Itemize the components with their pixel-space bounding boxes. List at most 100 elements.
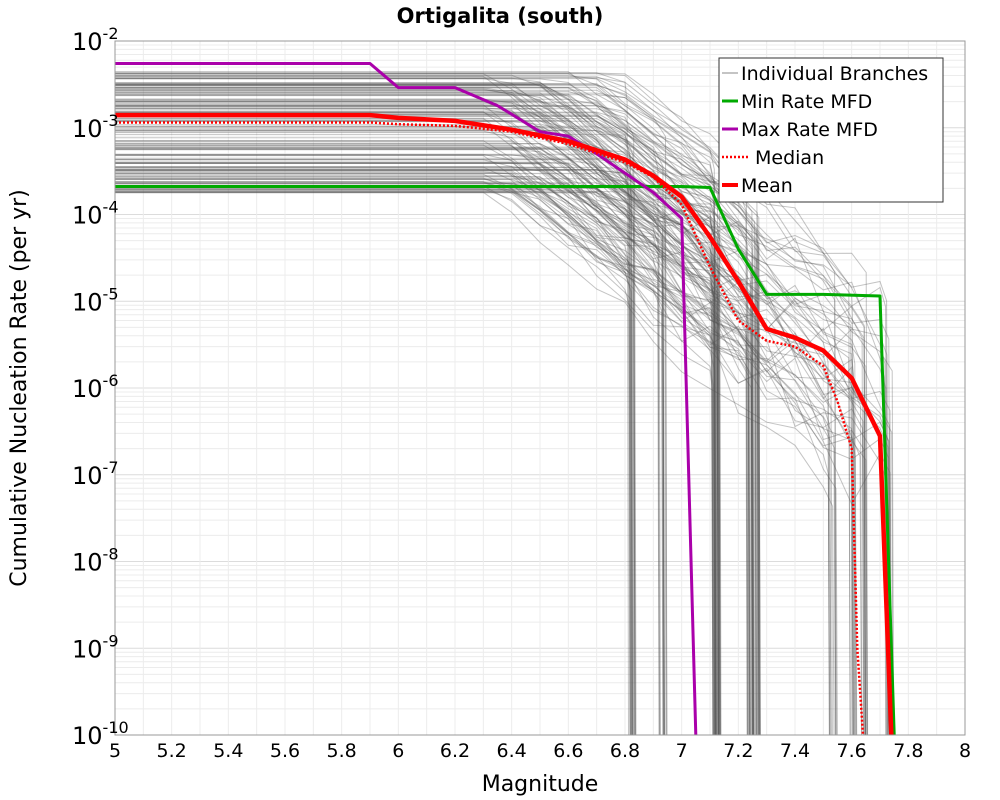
branch-line xyxy=(115,101,758,735)
branch-line xyxy=(115,126,665,735)
branch-line xyxy=(115,159,889,735)
branch-line xyxy=(115,127,667,735)
branch-line xyxy=(115,181,631,735)
branch-line xyxy=(115,167,665,735)
branch-line xyxy=(115,176,635,735)
branch-line xyxy=(115,93,755,735)
legend: Individual Branches Min Rate MFD Max Rat… xyxy=(718,57,944,203)
branch-line xyxy=(115,104,887,735)
branch-line xyxy=(115,153,751,735)
x-tick-label: 8 xyxy=(959,740,971,762)
x-tick-label: 6.4 xyxy=(497,740,527,762)
branch-line xyxy=(115,83,760,735)
branch-line xyxy=(115,148,631,735)
branch-line xyxy=(115,191,831,735)
y-axis-label: Cumulative Nucleation Rate (per yr) xyxy=(7,189,32,587)
branch-line xyxy=(115,192,716,735)
legend-label-mean: Mean xyxy=(741,175,793,197)
series-line-3 xyxy=(115,121,865,735)
branch-line xyxy=(115,73,722,735)
branch-line xyxy=(115,84,889,735)
y-tick-label: 10-2 xyxy=(72,24,119,56)
branch-line xyxy=(115,108,718,735)
branch-line xyxy=(115,120,868,735)
branch-line xyxy=(115,169,664,735)
x-tick-label: 6.8 xyxy=(610,740,640,762)
branch-line xyxy=(115,144,755,735)
branch-line xyxy=(115,111,851,735)
branch-line xyxy=(115,148,854,735)
branch-line xyxy=(115,169,856,735)
branch-line xyxy=(115,143,636,735)
branch-line xyxy=(115,183,664,735)
branch-line xyxy=(115,149,891,735)
x-tick-label: 5 xyxy=(109,740,121,762)
x-tick-label: 5.6 xyxy=(270,740,300,762)
legend-label-branches: Individual Branches xyxy=(741,63,928,85)
y-tick-label: 10-9 xyxy=(72,631,119,663)
branch-line xyxy=(115,98,866,735)
branch-line xyxy=(115,76,717,735)
branch-line xyxy=(115,181,634,735)
branch-line xyxy=(115,157,716,735)
branch-line xyxy=(115,163,868,735)
branch-line xyxy=(115,78,889,735)
branch-line xyxy=(115,73,749,735)
branch-line xyxy=(115,189,890,735)
branch-line xyxy=(115,169,666,735)
branch-line xyxy=(115,147,857,735)
branch-line xyxy=(115,169,851,735)
branch-line xyxy=(115,176,760,735)
branch-line xyxy=(115,111,665,735)
branch-line xyxy=(115,190,837,735)
chart-title: Ortigalita (south) xyxy=(397,4,604,28)
series-line-2 xyxy=(115,62,698,735)
legend-label-max: Max Rate MFD xyxy=(741,119,878,141)
y-tick-label: 10-8 xyxy=(72,545,119,577)
x-axis-label: Magnitude xyxy=(482,772,599,797)
branch-line xyxy=(115,133,632,735)
x-tick-label: 6 xyxy=(392,740,404,762)
branch-line xyxy=(115,182,754,735)
x-tick-label: 7.6 xyxy=(837,740,867,762)
x-tick-label: 5.8 xyxy=(327,740,357,762)
branch-line xyxy=(115,166,721,735)
branch-line xyxy=(115,181,892,735)
branch-line xyxy=(115,179,714,735)
branch-line xyxy=(115,106,761,735)
x-tick-label: 7.8 xyxy=(893,740,923,762)
branch-line xyxy=(115,95,891,735)
branch-line xyxy=(115,77,629,735)
legend-label-min: Min Rate MFD xyxy=(741,91,872,113)
branch-line xyxy=(115,166,865,735)
branch-line xyxy=(115,104,637,735)
branch-line xyxy=(115,170,720,735)
branch-line xyxy=(115,182,889,735)
branch-line xyxy=(115,90,887,735)
legend-label-median: Median xyxy=(755,147,824,169)
branch-line xyxy=(115,104,719,735)
y-tick-label: 10-10 xyxy=(72,718,129,750)
branch-line xyxy=(115,91,631,735)
branch-line xyxy=(115,108,636,735)
branch-line xyxy=(115,159,719,735)
x-tick-label: 6.2 xyxy=(440,740,470,762)
branch-line xyxy=(115,189,838,735)
branch-line xyxy=(115,78,716,735)
branch-line xyxy=(115,188,715,735)
branch-line xyxy=(115,178,721,735)
branch-line xyxy=(115,178,891,735)
branch-line xyxy=(115,84,757,735)
branch-line xyxy=(115,162,717,735)
branch-line xyxy=(115,166,661,735)
branch-line xyxy=(115,188,863,735)
branch-line xyxy=(115,94,668,735)
branch-line xyxy=(115,191,633,735)
branch-line xyxy=(115,148,895,735)
branch-line xyxy=(115,124,854,735)
y-tick-labels: 10-10 10-9 10-8 10-7 10-6 10-5 10-4 10-3 10-2 xyxy=(72,24,129,750)
legend-box xyxy=(718,57,944,203)
branch-line xyxy=(115,89,717,735)
branch-line xyxy=(115,94,719,735)
